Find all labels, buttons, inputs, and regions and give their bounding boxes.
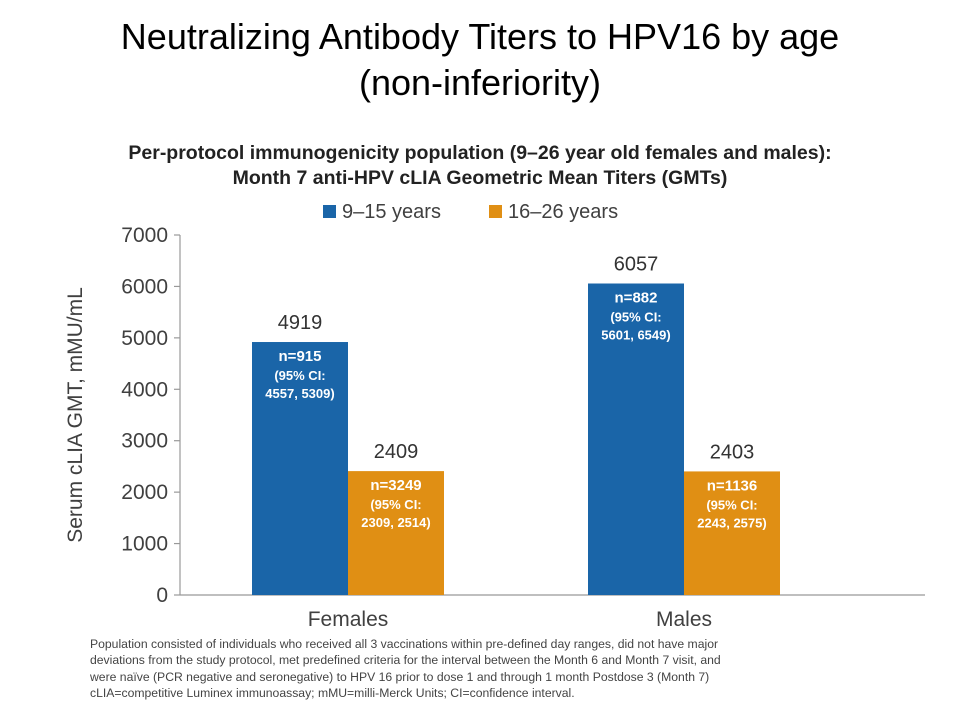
footnote: Population consisted of individuals who … [90, 636, 890, 702]
ci-values-series1-females: 4557, 5309) [265, 386, 334, 401]
ci-label-series2-females: (95% CI: [370, 497, 421, 512]
y-tick-label-0: 0 [156, 584, 168, 607]
ci-values-series1-males: 5601, 6549) [601, 327, 670, 342]
footnote-line-1: Population consisted of individuals who … [90, 637, 719, 651]
ci-values-series2-males: 2243, 2575) [697, 515, 766, 530]
bar-series1-females [252, 342, 348, 595]
n-label-series2-males: n=1136 [707, 477, 757, 494]
bar-series2-females [348, 471, 444, 595]
n-label-series1-males: n=882 [615, 289, 658, 306]
x-category-label-females: Females [308, 608, 389, 631]
y-tick-label-5000: 5000 [121, 327, 168, 350]
value-label-series2-females: 2409 [374, 441, 419, 463]
value-label-series1-females: 4919 [278, 312, 323, 334]
y-tick-label-2000: 2000 [121, 481, 168, 504]
ci-values-series2-females: 2309, 2514) [361, 515, 430, 530]
footnote-line-2: deviations from the study protocol, met … [90, 653, 721, 668]
n-label-series1-females: n=915 [279, 348, 322, 365]
y-tick-label-6000: 6000 [121, 275, 168, 298]
legend-swatch-2 [489, 205, 502, 218]
chart-subtitle: Month 7 anti-HPV cLIA Geometric Mean Tit… [232, 167, 728, 189]
bar-series1-males [588, 283, 684, 595]
value-label-series2-males: 2403 [710, 441, 755, 463]
n-label-series2-females: n=3249 [370, 477, 421, 494]
chart-heading: Per-protocol immunogenicity population (… [0, 141, 960, 191]
bar-series2-males [684, 471, 780, 595]
ci-label-series1-males: (95% CI: [610, 309, 661, 324]
legend-swatch-1 [323, 205, 336, 218]
legend-label-2: 16–26 years [508, 201, 618, 223]
chart-title: Per-protocol immunogenicity population (… [128, 142, 832, 164]
slide-title-line-1: Neutralizing Antibody Titers to HPV16 by… [120, 16, 840, 57]
slide-title: Neutralizing Antibody Titers to HPV16 by… [0, 14, 960, 106]
ci-label-series1-females: (95% CI: [274, 368, 325, 383]
y-tick-label-3000: 3000 [121, 430, 168, 453]
slide-title-line-2: (non-inferiority) [358, 62, 602, 103]
legend-label-1: 9–15 years [342, 201, 441, 223]
y-tick-label-4000: 4000 [121, 378, 168, 401]
ci-label-series2-males: (95% CI: [706, 497, 757, 512]
value-label-series1-males: 6057 [614, 253, 659, 275]
x-category-label-males: Males [656, 608, 712, 631]
footnote-line-4: cLIA=competitive Luminex immunoassay; mM… [90, 686, 575, 701]
y-tick-label-7000: 7000 [121, 224, 168, 247]
y-axis-label: Serum cLIA GMT, mMU/mL [64, 287, 87, 543]
y-tick-label-1000: 1000 [121, 533, 168, 556]
footnote-line-3: were naïve (PCR negative and seronegativ… [90, 669, 710, 684]
